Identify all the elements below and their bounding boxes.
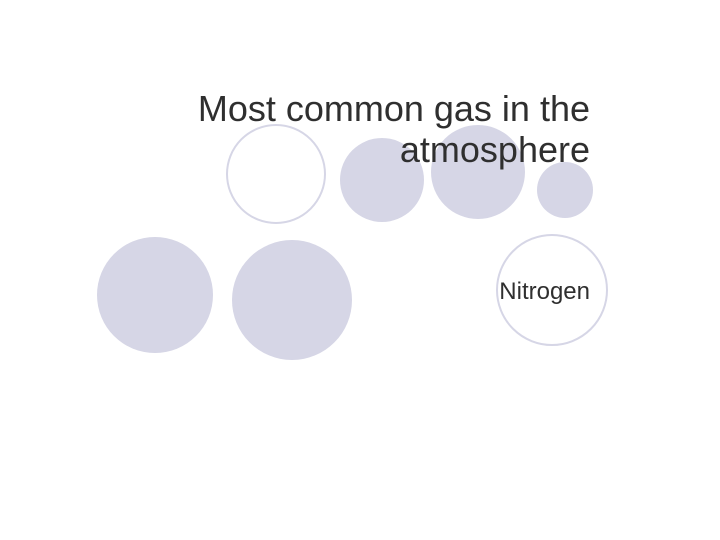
bg-circle-5 bbox=[97, 237, 213, 353]
title-line2: atmosphere bbox=[400, 129, 590, 170]
slide-title: Most common gas in the atmosphere bbox=[130, 88, 590, 171]
slide: Most common gas in the atmosphere Nitrog… bbox=[0, 0, 720, 540]
title-line1: Most common gas in the bbox=[198, 88, 590, 129]
slide-body: Nitrogen bbox=[290, 278, 590, 306]
